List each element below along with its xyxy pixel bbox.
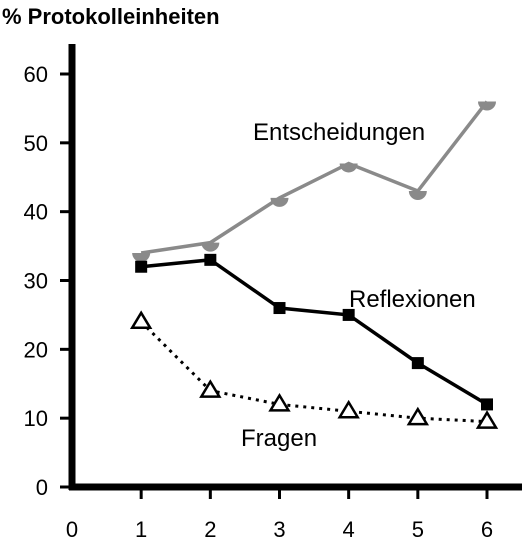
x-tick-label: 6 [481, 517, 493, 542]
data-point-square [273, 302, 286, 315]
data-point-half-circle [478, 101, 496, 111]
data-point-square [204, 253, 217, 266]
data-point-half-circle [132, 252, 151, 262]
data-point-triangle [268, 392, 291, 412]
x-tick-label: 1 [135, 517, 147, 542]
x-tick-label: 4 [343, 517, 355, 542]
series-entscheidungen [132, 100, 496, 262]
x-tick-label: 0 [66, 517, 78, 542]
y-axis-title: % Protokolleinheiten [2, 4, 220, 29]
series-layer [129, 100, 499, 429]
y-tick-label: 10 [24, 406, 48, 431]
series-reflexionen [135, 253, 493, 411]
series-label-reflexionen: Reflexionen [349, 286, 476, 313]
series-labels: Entscheidungen Reflexionen Fragen [241, 119, 476, 452]
data-point-square [481, 398, 493, 411]
series-label-fragen: Fragen [241, 425, 317, 452]
x-tick-label: 2 [204, 517, 216, 542]
series-line-reflexionen [140, 258, 488, 406]
series-line-fragen [140, 320, 488, 424]
data-point-half-circle [270, 197, 289, 207]
data-point-square [411, 357, 424, 370]
series-label-entscheidungen: Entscheidungen [253, 119, 425, 146]
y-tick-label: 50 [24, 131, 48, 156]
series-line-entscheidungen [140, 100, 489, 255]
data-point-triangle [337, 399, 360, 419]
data-point-half-circle [339, 163, 358, 173]
data-point-square [135, 260, 148, 273]
data-point-triangle [129, 310, 153, 330]
data-point-half-circle [408, 191, 427, 201]
y-tick-label: 30 [24, 269, 48, 294]
y-tick-label: 0 [36, 475, 48, 500]
x-tick-label: 3 [273, 517, 285, 542]
y-tick-label: 40 [24, 200, 48, 225]
y-tick-label: 60 [24, 62, 48, 87]
y-tick-label: 20 [24, 337, 48, 362]
data-point-square [342, 308, 355, 321]
series-fragen [129, 310, 499, 429]
data-point-triangle [406, 406, 430, 426]
data-point-half-circle [201, 242, 220, 252]
data-point-triangle [199, 379, 222, 398]
axes: 0 10 20 30 40 50 60 0 1 2 3 4 5 6 [24, 44, 522, 542]
x-tick-label: 5 [412, 517, 424, 542]
data-point-triangle [475, 410, 499, 429]
